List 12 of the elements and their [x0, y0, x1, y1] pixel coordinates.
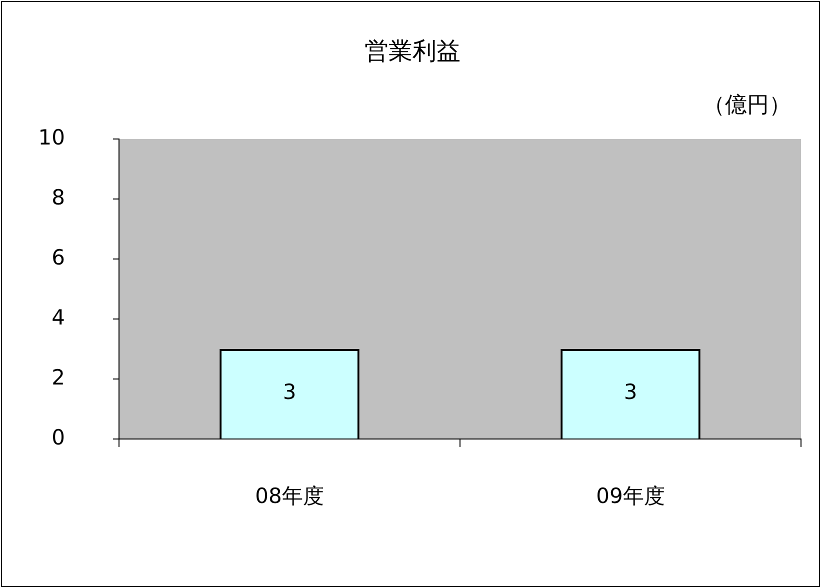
y-tick-label: 6 [52, 245, 65, 270]
y-axis-title: （億円） [703, 92, 791, 120]
x-tick-label: 08年度 [255, 484, 324, 508]
y-tick-label: 4 [52, 305, 65, 330]
data-label: 3 [624, 380, 638, 404]
y-tick-label: 0 [52, 425, 65, 450]
x-tick-label: 09年度 [596, 484, 665, 508]
chart-title: 営業利益 [364, 36, 462, 67]
y-tick-label: 2 [52, 365, 65, 390]
y-tick-label: 10 [38, 125, 65, 150]
data-label: 3 [282, 380, 296, 404]
y-tick-label: 8 [52, 185, 65, 210]
